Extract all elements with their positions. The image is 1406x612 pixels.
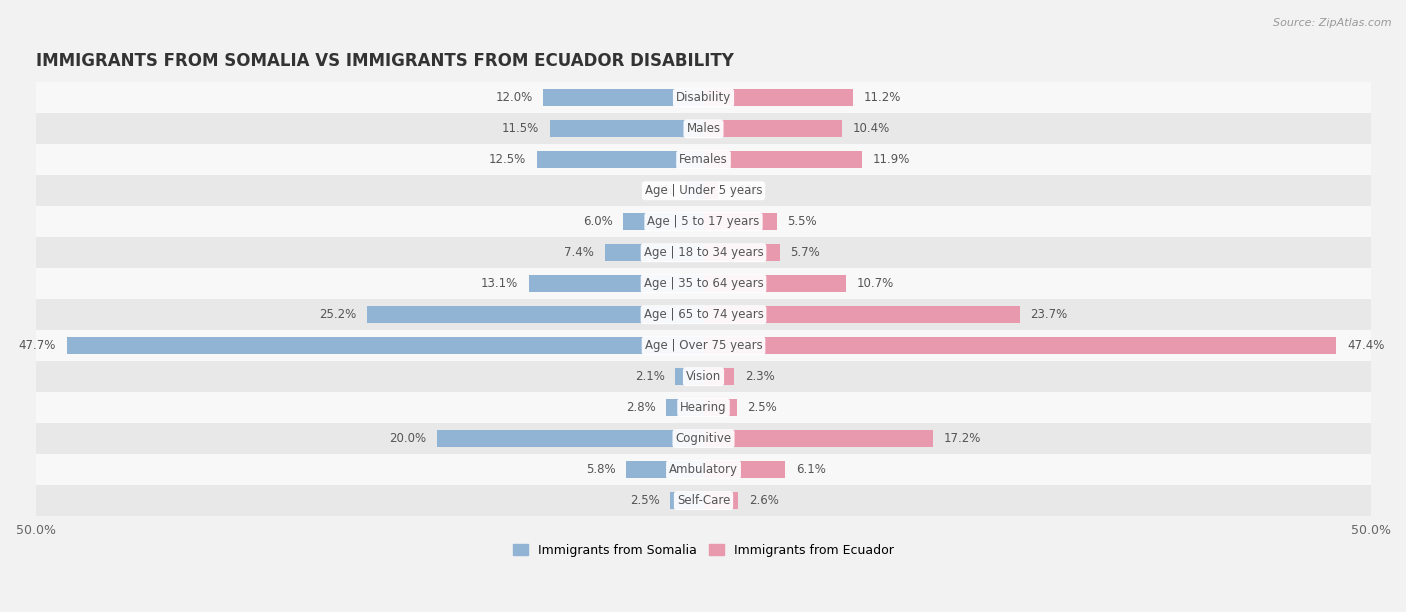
Bar (703, 151, 862, 168)
Text: 25.2%: 25.2% (319, 308, 357, 321)
Text: 12.0%: 12.0% (495, 91, 533, 105)
Bar (37, 206, 1371, 237)
Text: 47.4%: 47.4% (1347, 339, 1385, 353)
Legend: Immigrants from Somalia, Immigrants from Ecuador: Immigrants from Somalia, Immigrants from… (508, 539, 900, 562)
Bar (543, 89, 703, 106)
Text: 2.8%: 2.8% (626, 401, 655, 414)
Bar (703, 244, 779, 261)
Bar (703, 213, 778, 230)
Text: 6.0%: 6.0% (583, 215, 613, 228)
Text: Vision: Vision (686, 370, 721, 383)
Text: 12.5%: 12.5% (489, 154, 526, 166)
Bar (37, 454, 1371, 485)
Text: IMMIGRANTS FROM SOMALIA VS IMMIGRANTS FROM ECUADOR DISABILITY: IMMIGRANTS FROM SOMALIA VS IMMIGRANTS FR… (37, 52, 734, 70)
Text: 2.5%: 2.5% (748, 401, 778, 414)
Text: Age | Over 75 years: Age | Over 75 years (644, 339, 762, 353)
Bar (703, 182, 718, 200)
Text: 5.5%: 5.5% (787, 215, 817, 228)
Bar (66, 337, 703, 354)
Text: 1.3%: 1.3% (645, 184, 675, 197)
Text: Source: ZipAtlas.com: Source: ZipAtlas.com (1274, 18, 1392, 28)
Bar (671, 492, 703, 509)
Bar (703, 275, 846, 293)
Text: 5.8%: 5.8% (586, 463, 616, 476)
Bar (703, 368, 734, 385)
Bar (550, 121, 703, 137)
Bar (37, 330, 1371, 361)
Bar (37, 83, 1371, 113)
Bar (626, 461, 703, 478)
Text: 2.3%: 2.3% (745, 370, 775, 383)
Bar (537, 151, 703, 168)
Bar (703, 306, 1019, 323)
Bar (37, 423, 1371, 454)
Text: 17.2%: 17.2% (943, 432, 981, 445)
Text: 6.1%: 6.1% (796, 463, 825, 476)
Bar (686, 182, 703, 200)
Bar (703, 399, 737, 416)
Text: Cognitive: Cognitive (675, 432, 731, 445)
Bar (605, 244, 703, 261)
Text: 5.7%: 5.7% (790, 246, 820, 259)
Text: Age | 18 to 34 years: Age | 18 to 34 years (644, 246, 763, 259)
Bar (37, 485, 1371, 516)
Bar (703, 121, 842, 137)
Text: 47.7%: 47.7% (18, 339, 56, 353)
Bar (703, 89, 853, 106)
Text: 13.1%: 13.1% (481, 277, 517, 290)
Bar (37, 299, 1371, 330)
Text: Disability: Disability (676, 91, 731, 105)
Text: Males: Males (686, 122, 721, 135)
Text: Age | Under 5 years: Age | Under 5 years (645, 184, 762, 197)
Bar (703, 430, 934, 447)
Bar (37, 144, 1371, 175)
Bar (703, 461, 785, 478)
Bar (436, 430, 703, 447)
Text: 11.5%: 11.5% (502, 122, 540, 135)
Bar (37, 237, 1371, 268)
Text: 10.4%: 10.4% (853, 122, 890, 135)
Text: 2.1%: 2.1% (636, 370, 665, 383)
Bar (703, 337, 1336, 354)
Bar (37, 113, 1371, 144)
Text: 11.2%: 11.2% (863, 91, 901, 105)
Bar (37, 361, 1371, 392)
Text: Females: Females (679, 154, 728, 166)
Text: 1.1%: 1.1% (728, 184, 759, 197)
Text: 20.0%: 20.0% (388, 432, 426, 445)
Text: 2.6%: 2.6% (749, 494, 779, 507)
Text: 2.5%: 2.5% (630, 494, 659, 507)
Bar (37, 392, 1371, 423)
Text: 7.4%: 7.4% (564, 246, 595, 259)
Text: Age | 5 to 17 years: Age | 5 to 17 years (647, 215, 759, 228)
Bar (529, 275, 703, 293)
Text: 23.7%: 23.7% (1031, 308, 1067, 321)
Text: Age | 65 to 74 years: Age | 65 to 74 years (644, 308, 763, 321)
Bar (37, 175, 1371, 206)
Text: Ambulatory: Ambulatory (669, 463, 738, 476)
Bar (623, 213, 703, 230)
Bar (675, 368, 703, 385)
Bar (37, 268, 1371, 299)
Text: 11.9%: 11.9% (873, 154, 911, 166)
Text: Hearing: Hearing (681, 401, 727, 414)
Text: 10.7%: 10.7% (858, 277, 894, 290)
Text: Age | 35 to 64 years: Age | 35 to 64 years (644, 277, 763, 290)
Bar (703, 492, 738, 509)
Text: Self-Care: Self-Care (676, 494, 730, 507)
Bar (367, 306, 703, 323)
Bar (666, 399, 703, 416)
